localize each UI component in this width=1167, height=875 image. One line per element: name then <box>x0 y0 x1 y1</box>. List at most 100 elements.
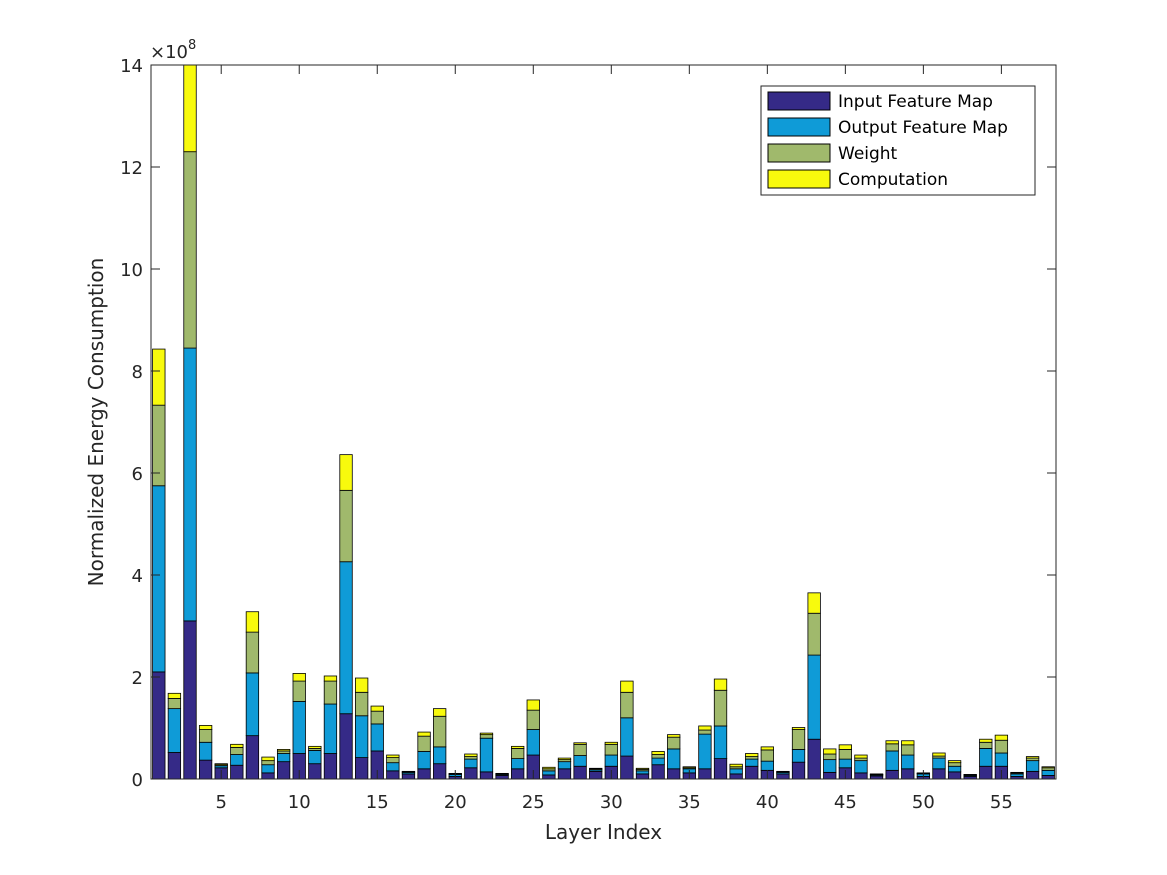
bar-output-feature-map-layer-34 <box>667 748 681 770</box>
y-exponent-label: ×108 <box>150 38 196 63</box>
bar-computation-layer-48 <box>885 740 899 745</box>
bar-weight-layer-37 <box>713 689 728 727</box>
axes-box <box>150 64 1057 780</box>
bar-output-feature-map-layer-25 <box>526 729 540 756</box>
bar-input-feature-map-layer-11 <box>308 763 322 780</box>
bar-weight-layer-4 <box>198 729 213 743</box>
bar-output-feature-map-layer-58 <box>1041 769 1055 776</box>
x-tick-label: 50 <box>912 792 935 813</box>
bar-weight-layer-6 <box>230 746 244 755</box>
bar-weight-layer-44 <box>823 753 837 761</box>
bar-input-feature-map-layer-24 <box>511 768 525 780</box>
bar-output-feature-map-layer-46 <box>854 760 868 774</box>
bar-weight-layer-16 <box>386 757 400 764</box>
bar-computation-layer-29 <box>589 767 603 770</box>
bar-weight-layer-10 <box>292 680 306 702</box>
x-tick-label: 45 <box>834 792 857 813</box>
y-exponent-power: 8 <box>188 38 196 53</box>
bar-output-feature-map-layer-55 <box>994 752 1009 767</box>
bar-output-feature-map-layer-30 <box>604 754 618 767</box>
legend-label-output-feature-map: Output Feature Map <box>838 118 1008 138</box>
bar-output-feature-map-layer-8 <box>261 764 275 774</box>
bar-input-feature-map-layer-32 <box>635 773 650 780</box>
legend-swatch-output-feature-map <box>767 117 831 137</box>
bar-output-feature-map-layer-43 <box>807 654 821 740</box>
bar-output-feature-map-layer-57 <box>1025 760 1040 772</box>
bar-computation-layer-37 <box>713 678 728 691</box>
legend-swatch-weight <box>767 143 831 163</box>
bar-output-feature-map-layer-48 <box>885 750 899 771</box>
bar-input-feature-map-layer-57 <box>1025 770 1040 780</box>
bar-computation-layer-10 <box>292 673 306 682</box>
bar-computation-layer-55 <box>994 734 1009 741</box>
bar-computation-layer-31 <box>620 680 634 693</box>
bar-output-feature-map-layer-28 <box>573 755 587 767</box>
bar-computation-layer-33 <box>651 751 665 755</box>
bar-weight-layer-19 <box>433 715 447 748</box>
y-axis-label: Normalized Energy Consumption <box>84 258 108 587</box>
bar-input-feature-map-layer-9 <box>276 761 291 780</box>
bar-weight-layer-54 <box>979 741 993 749</box>
bar-weight-layer-24 <box>511 748 525 760</box>
bar-computation-layer-28 <box>573 742 587 745</box>
bar-input-feature-map-layer-21 <box>464 767 478 780</box>
bar-output-feature-map-layer-52 <box>947 765 962 773</box>
bar-weight-layer-33 <box>651 754 665 759</box>
bar-input-feature-map-layer-1 <box>152 671 166 780</box>
bar-output-feature-map-layer-13 <box>339 561 353 715</box>
bar-computation-layer-27 <box>557 757 572 761</box>
bar-input-feature-map-layer-7 <box>245 735 260 780</box>
bar-computation-layer-9 <box>276 749 291 752</box>
bar-output-feature-map-layer-49 <box>901 754 915 770</box>
x-tick-label: 40 <box>756 792 779 813</box>
bar-computation-layer-23 <box>495 772 509 775</box>
y-tick-labels: 0 2 4 6 8 10 12 14 <box>120 56 143 791</box>
bar-output-feature-map-layer-1 <box>152 485 166 673</box>
bar-output-feature-map-layer-21 <box>464 758 478 769</box>
bar-output-feature-map-layer-39 <box>745 758 759 767</box>
bar-weight-layer-22 <box>479 734 494 739</box>
bar-computation-layer-36 <box>698 725 712 731</box>
bar-input-feature-map-layer-3 <box>183 620 197 780</box>
bar-input-feature-map-layer-27 <box>557 768 572 780</box>
y-tick-label: 4 <box>132 566 143 587</box>
bar-computation-layer-17 <box>401 770 416 773</box>
bar-computation-layer-43 <box>807 592 821 614</box>
bar-input-feature-map-layer-18 <box>417 768 431 780</box>
bar-weight-layer-3 <box>183 151 197 349</box>
bar-output-feature-map-layer-14 <box>355 715 369 758</box>
bar-weight-layer-34 <box>667 736 681 750</box>
bar-computation-layer-45 <box>838 744 852 750</box>
bar-computation-layer-54 <box>979 738 993 743</box>
bar-input-feature-map-layer-23 <box>495 775 509 780</box>
y-tick-label: 6 <box>132 464 143 485</box>
bar-input-feature-map-layer-31 <box>620 755 634 780</box>
bar-weight-layer-43 <box>807 612 821 656</box>
bar-output-feature-map-layer-2 <box>167 708 182 753</box>
bar-weight-layer-48 <box>885 743 899 752</box>
bar-input-feature-map-layer-34 <box>667 768 681 780</box>
legend: Input Feature Map Output Feature Map Wei… <box>760 85 1036 196</box>
bar-weight-layer-49 <box>901 744 915 756</box>
bar-computation-layer-4 <box>198 725 213 730</box>
bar-output-feature-map-layer-54 <box>979 748 993 767</box>
bar-output-feature-map-layer-37 <box>713 725 728 760</box>
bar-output-feature-map-layer-51 <box>932 757 946 770</box>
tick-marks <box>151 64 1056 780</box>
bar-computation-layer-57 <box>1025 756 1040 759</box>
bar-computation-layer-30 <box>604 741 618 745</box>
x-tick-label: 35 <box>678 792 701 813</box>
bar-output-feature-map-layer-26 <box>542 770 556 776</box>
bar-weight-layer-42 <box>791 729 806 750</box>
bar-computation-layer-11 <box>308 745 322 749</box>
bar-input-feature-map-layer-13 <box>339 713 353 780</box>
y-exponent-base: 10 <box>165 42 188 63</box>
bar-input-feature-map-layer-46 <box>854 772 868 780</box>
bar-weight-layer-8 <box>261 760 275 766</box>
bar-computation-layer-34 <box>667 734 681 738</box>
bar-computation-layer-46 <box>854 754 868 759</box>
bar-input-feature-map-layer-51 <box>932 768 946 780</box>
bar-input-feature-map-layer-6 <box>230 764 244 780</box>
bar-output-feature-map-layer-45 <box>838 758 852 769</box>
bar-computation-layer-21 <box>464 753 478 757</box>
